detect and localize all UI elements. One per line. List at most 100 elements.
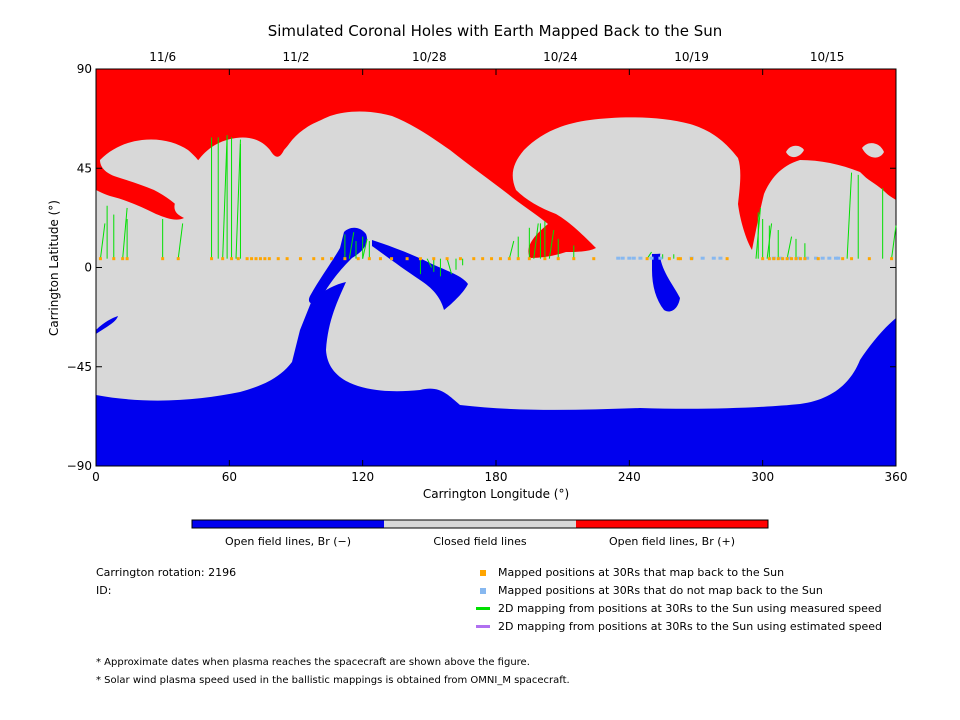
mapping-line-measured: [222, 135, 228, 259]
mapped-point: [556, 257, 560, 261]
unmapped-point: [778, 256, 783, 260]
negative-polar-region-south: [96, 282, 896, 466]
unmapped-point: [834, 256, 838, 260]
mapped-point: [245, 257, 249, 261]
mapping-line-measured: [177, 223, 184, 259]
legend-label-mapped: Mapped positions at 30Rs that map back t…: [498, 566, 785, 579]
mapped-point: [321, 257, 325, 261]
mapping-line-measured: [348, 232, 355, 259]
mapped-point: [890, 257, 894, 261]
carrington-rotation-label: Carrington rotation: 2196: [96, 566, 237, 579]
mapped-point: [112, 257, 116, 261]
mapped-point: [221, 257, 225, 261]
unmapped-point: [805, 256, 810, 260]
unmapped-point: [711, 256, 716, 260]
mapping-line-measured: [235, 139, 241, 259]
mapped-point: [498, 257, 502, 261]
date-tick-label: 10/19: [674, 50, 709, 64]
date-tick-label: 11/6: [149, 50, 176, 64]
mapped-point: [390, 257, 394, 261]
footnote-speed: * Solar wind plasma speed used in the ba…: [96, 675, 570, 686]
mapped-point: [432, 257, 436, 261]
unmapped-point: [658, 256, 663, 260]
positive-polar-region-north: [96, 69, 896, 258]
mapped-point: [572, 257, 576, 261]
mapped-point: [543, 257, 547, 261]
mapped-point: [210, 257, 214, 261]
unmapped-point: [631, 256, 636, 260]
mapped-point: [507, 257, 511, 261]
y-tick-label: 90: [77, 62, 92, 76]
unmapped-point: [814, 256, 818, 260]
mapped-point: [258, 257, 262, 261]
negative-region-east: [870, 362, 896, 391]
mapped-point: [458, 257, 462, 261]
mapped-point: [767, 257, 771, 261]
mapped-point: [161, 257, 165, 261]
mapped-point: [285, 257, 289, 261]
mapped-point: [725, 257, 729, 261]
closed-island-northeast: [786, 145, 804, 158]
colorbar-label-positive: Open field lines, Br (+): [609, 535, 735, 548]
mapping-line-measured: [786, 236, 793, 259]
footnote-dates: * Approximate dates when plasma reaches …: [96, 657, 530, 668]
mapped-point: [867, 257, 871, 261]
unmapped-point: [649, 256, 654, 260]
negative-region-west: [96, 316, 118, 334]
colorbar-label-closed: Closed field lines: [433, 535, 527, 548]
x-tick-label: 0: [92, 470, 100, 484]
colorbar-negative: [192, 520, 384, 528]
mapped-point: [276, 257, 280, 261]
date-tick-label: 11/2: [283, 50, 310, 64]
mapping-line-measured: [362, 238, 368, 259]
id-label: ID:: [96, 584, 112, 597]
unmapped-point: [700, 256, 705, 260]
mapped-point: [98, 257, 102, 261]
legend-swatch-unmapped: [480, 588, 486, 594]
mapped-point: [330, 257, 334, 261]
unmapped-point: [787, 256, 792, 260]
unmapped-point: [827, 256, 832, 260]
unmapped-point: [718, 256, 723, 260]
y-tick-label: 0: [84, 261, 92, 275]
mapped-point: [367, 257, 371, 261]
unmapped-point: [627, 256, 632, 260]
colorbar-closed: [384, 520, 576, 528]
unmapped-point: [796, 256, 801, 260]
closed-island-central: [282, 116, 530, 253]
mapped-point: [645, 257, 649, 261]
mapped-point: [176, 257, 180, 261]
mapped-point: [490, 257, 494, 261]
x-tick-label: 60: [222, 470, 237, 484]
mapped-point: [592, 257, 596, 261]
unmapped-point: [638, 256, 643, 260]
chart-title: Simulated Coronal Holes with Earth Mappe…: [268, 22, 723, 40]
negative-tongue-central: [372, 240, 468, 310]
mapped-point: [254, 257, 258, 261]
mapping-line-measured: [446, 258, 453, 275]
mapped-point: [761, 257, 765, 261]
mapping-line-measured: [122, 207, 128, 259]
mapped-point: [527, 257, 531, 261]
y-tick-label: 45: [77, 161, 92, 175]
legend-label-measured: 2D mapping from positions at 30Rs to the…: [498, 602, 882, 615]
mapped-point: [236, 257, 240, 261]
x-tick-label: 240: [618, 470, 641, 484]
unmapped-point: [836, 256, 841, 260]
closed-island-far-east: [761, 165, 896, 262]
mapped-point: [230, 257, 234, 261]
chart-marks: [98, 135, 897, 277]
legend-label-unmapped: Mapped positions at 30Rs that do not map…: [498, 584, 823, 597]
unmapped-point: [620, 256, 625, 260]
legend-swatch-estimated: [476, 625, 490, 628]
mapped-point: [121, 257, 125, 261]
unmapped-point: [820, 256, 825, 260]
mapped-point: [263, 257, 267, 261]
mapped-point: [785, 257, 789, 261]
mapping-line-measured: [891, 225, 897, 259]
mapped-point: [125, 257, 129, 261]
mapped-point: [772, 257, 776, 261]
mapping-line-measured: [426, 258, 433, 268]
mapping-line-measured: [508, 240, 515, 259]
